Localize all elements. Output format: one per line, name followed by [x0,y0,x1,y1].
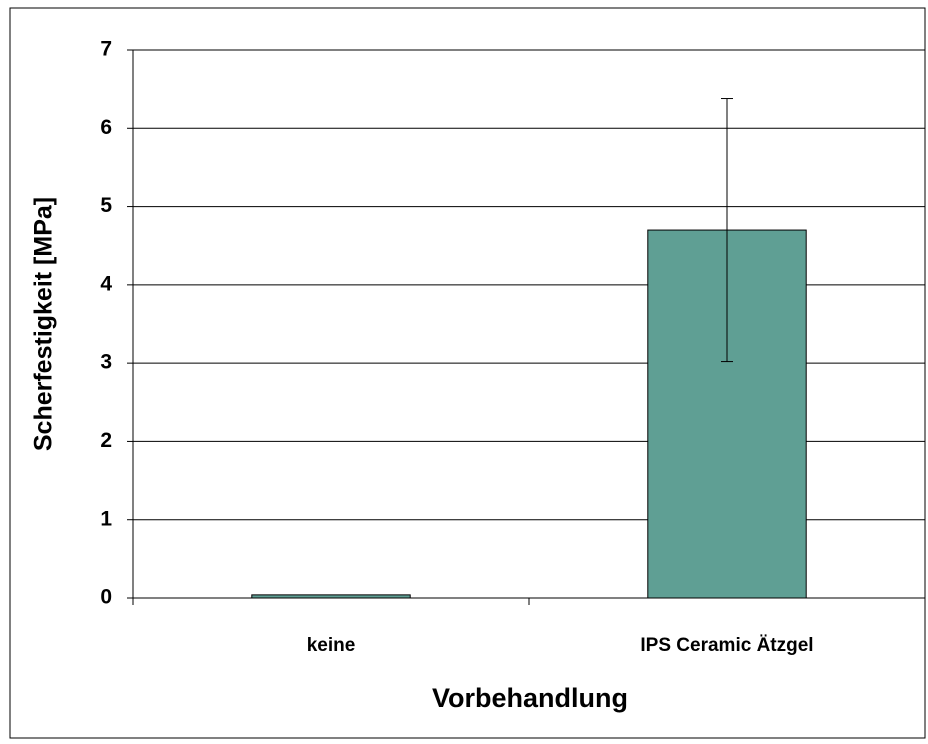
x-axis-label: Vorbehandlung [432,683,628,713]
y-tick-label: 7 [100,38,112,61]
y-tick-label: 0 [100,586,112,609]
y-tick-label: 1 [100,507,112,530]
y-tick-label: 3 [100,351,112,374]
y-tick-label: 2 [100,429,112,452]
x-tick-label: keine [307,635,356,656]
y-tick-label: 4 [100,272,112,295]
x-tick-label: IPS Ceramic Ätzgel [640,635,813,656]
y-axis-label: Scherfestigkeit [MPa] [30,197,58,451]
y-tick-label: 5 [100,194,112,217]
y-tick-label: 6 [100,116,112,139]
